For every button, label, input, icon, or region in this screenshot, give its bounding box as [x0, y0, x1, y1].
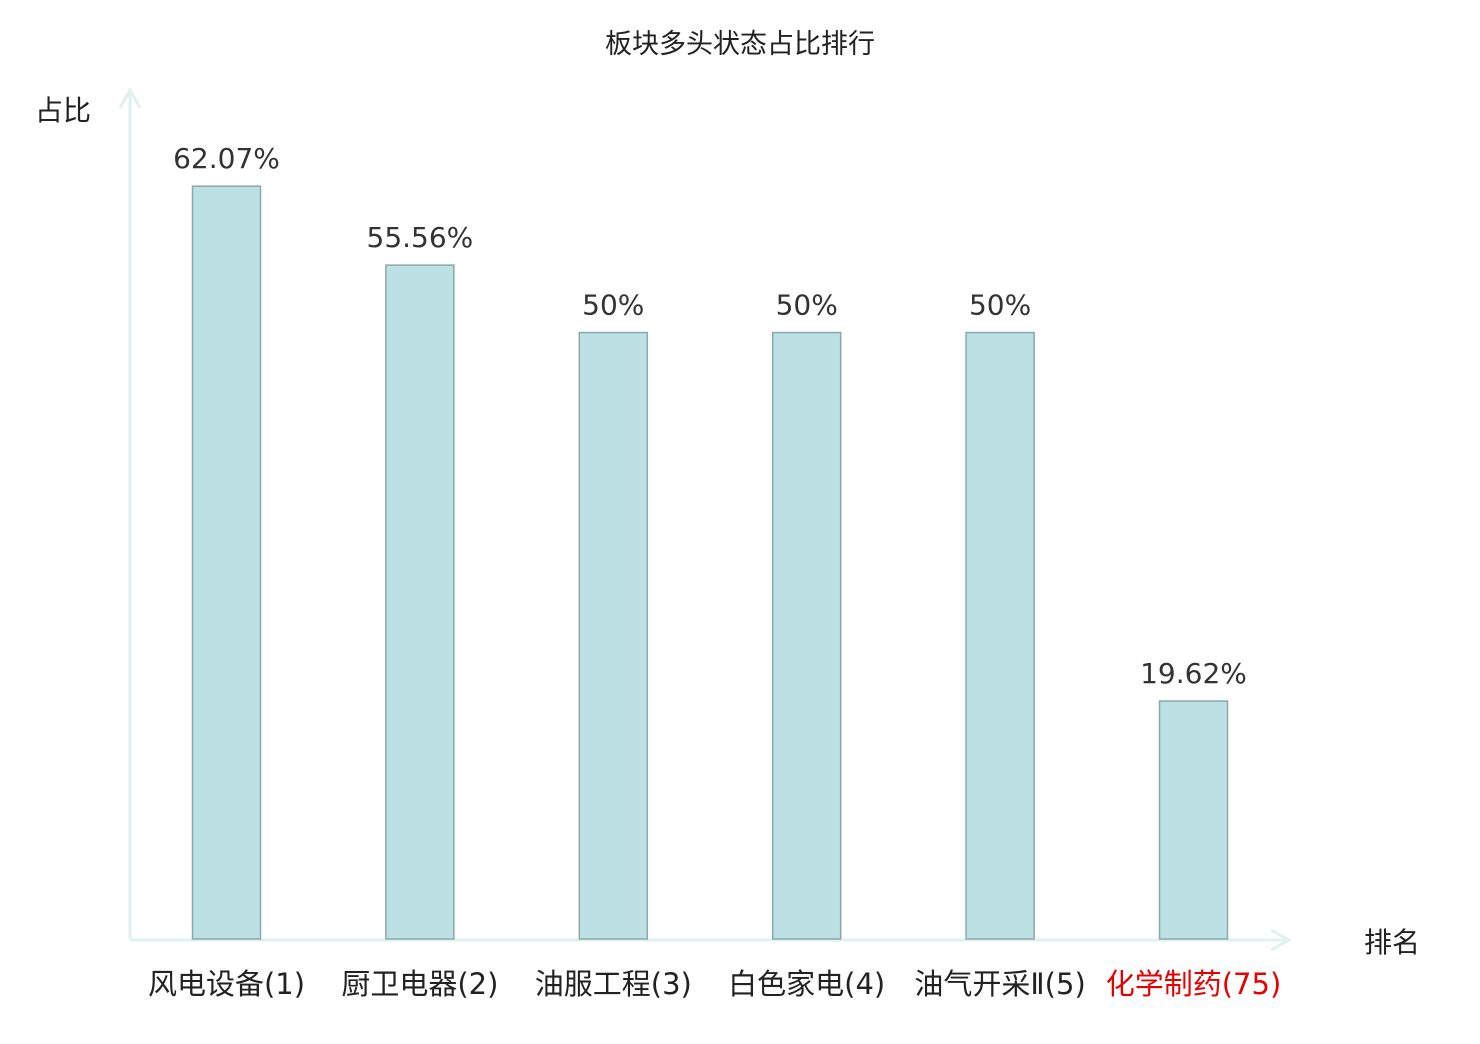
bar-group: 50% 白色家电(4): [728, 289, 885, 1001]
data-label: 50%: [582, 289, 644, 322]
category-label: 厨卫电器(2): [341, 967, 498, 1001]
bar[interactable]: [191, 185, 262, 940]
bar[interactable]: [578, 331, 649, 940]
category-label: 白色家电(4): [728, 967, 885, 1001]
y-axis-arrow-icon: [118, 86, 142, 109]
bar[interactable]: [385, 264, 455, 940]
y-axis-label: 占比: [35, 94, 91, 127]
data-label: 62.07%: [173, 142, 280, 175]
bar[interactable]: [771, 331, 842, 940]
data-label: 55.56%: [367, 221, 474, 254]
bar-group: 19.62% 化学制药(75): [1106, 657, 1282, 1001]
category-label: 风电设备(1): [148, 967, 305, 1001]
x-axis-label: 排名: [1364, 926, 1420, 959]
bar-group: 50% 油服工程(3): [535, 289, 692, 1001]
category-label: 化学制药(75): [1106, 967, 1282, 1001]
bar[interactable]: [965, 331, 1035, 940]
bar[interactable]: [1158, 700, 1229, 940]
data-label: 19.62%: [1140, 657, 1247, 690]
data-label: 50%: [969, 289, 1031, 322]
category-label: 油气开采Ⅱ(5): [914, 967, 1085, 1001]
bar-group: 50% 油气开采Ⅱ(5): [914, 289, 1085, 1001]
category-label: 油服工程(3): [535, 967, 692, 1001]
x-axis-arrow-icon: [1270, 928, 1293, 952]
data-label: 50%: [776, 289, 838, 322]
bar-group: 62.07% 风电设备(1): [148, 142, 305, 1001]
bar-group: 55.56% 厨卫电器(2): [341, 221, 498, 1001]
chart-title: 板块多头状态占比排行: [605, 29, 875, 60]
